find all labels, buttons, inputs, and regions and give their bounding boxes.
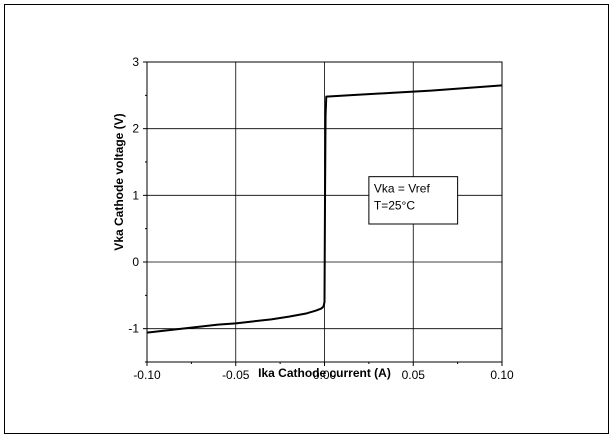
x-tick-labels: -0.10 -0.05 0.00 0.05 0.10: [133, 368, 514, 382]
x-tick-label: 0.05: [402, 368, 426, 382]
y-tick-label: 3: [132, 55, 139, 69]
annotation-line: T=25°C: [374, 199, 415, 213]
plot-border: [146, 61, 503, 363]
x-axis-title: Ika Cathode current (A): [258, 366, 391, 380]
y-axis-title: Vka Cathode voltage (V): [112, 113, 126, 250]
series-line: [146, 84, 503, 334]
annotation-box: Vka = Vref T=25°C: [368, 176, 459, 225]
y-tick-label: 0: [132, 255, 139, 269]
vka-vs-ika-chart: -0.10 -0.05 0.00 0.05 0.10 -1 0 1 2 3 Vka = Vref…: [112, 55, 514, 382]
annotation-line: Vka = Vref: [374, 182, 431, 196]
x-tick-label: -0.05: [222, 368, 250, 382]
y-tick-label: 1: [132, 188, 139, 202]
x-tick-label: -0.10: [133, 368, 161, 382]
y-tick-labels: -1 0 1 2 3: [128, 55, 139, 336]
y-tick-label: 2: [132, 122, 139, 136]
x-tick-label: 0.10: [490, 368, 514, 382]
series-lines: [146, 84, 503, 334]
x-tick-label: 0.00: [313, 368, 337, 382]
y-tick-label: -1: [128, 322, 139, 336]
annotation-frame: [368, 176, 459, 225]
